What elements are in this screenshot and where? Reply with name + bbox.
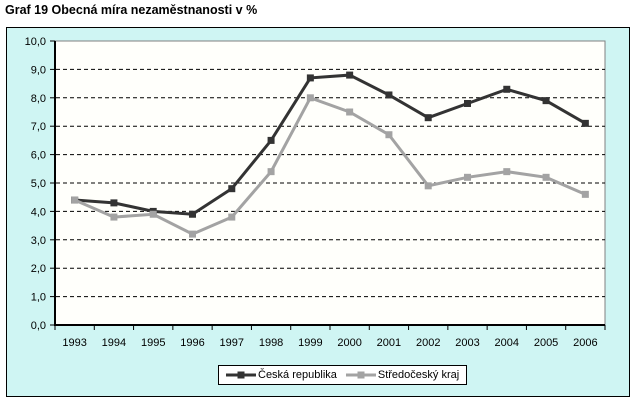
y-axis-label: 2,0 [31, 263, 46, 275]
series-marker-stredocesky-kraj [542, 173, 550, 181]
x-axis-label: 1997 [220, 337, 244, 349]
series-marker-ceska-republika [542, 97, 550, 105]
x-axis-label: 2005 [534, 337, 558, 349]
series-marker-ceska-republika [228, 185, 236, 193]
x-axis-label: 1995 [141, 337, 165, 349]
series-marker-stredocesky-kraj [306, 94, 314, 102]
x-axis-label: 1996 [180, 337, 204, 349]
legend-label: Česká republika [258, 369, 337, 381]
y-axis-label: 8,0 [31, 93, 46, 105]
series-marker-stredocesky-kraj [71, 196, 79, 204]
series-marker-ceska-republika [267, 136, 275, 144]
x-axis-label: 2001 [377, 337, 401, 349]
x-axis-label: 2002 [416, 337, 440, 349]
chart-area: 0,0 1,0 2,0 3,0 4,0 5,0 6,0 7,0 8,0 9,0 10,0 1993 19… [6, 27, 630, 397]
x-axis-label: 2000 [337, 337, 361, 349]
legend-marker [357, 371, 365, 379]
series-marker-ceska-republika [503, 85, 511, 93]
series-marker-stredocesky-kraj [149, 210, 157, 218]
series-marker-ceska-republika [110, 199, 118, 207]
x-axis-label: 1994 [102, 337, 126, 349]
series-marker-ceska-republika [189, 210, 196, 218]
y-axis-label: 10,0 [25, 36, 46, 48]
y-axis-label: 6,0 [31, 150, 46, 162]
x-axis-label: 1999 [298, 337, 322, 349]
series-marker-stredocesky-kraj [267, 168, 275, 176]
series-marker-stredocesky-kraj [346, 108, 354, 116]
series-marker-ceska-republika [424, 114, 432, 122]
series-marker-ceska-republika [464, 99, 471, 107]
series-line-stredocesky-kraj [74, 95, 586, 236]
series-marker-stredocesky-kraj [464, 173, 471, 181]
chart-title: Graf 19 Obecná míra nezaměstnanosti v % [5, 3, 258, 17]
x-axis-label: 2004 [495, 337, 519, 349]
series-line-ceska-republika [74, 73, 587, 216]
series-marker-ceska-republika [385, 91, 393, 99]
series-marker-stredocesky-kraj [228, 213, 236, 221]
legend-swatch-ceska-republika [226, 371, 256, 379]
y-axis-label: 0,0 [31, 320, 46, 332]
x-axis-label: 2003 [455, 337, 479, 349]
x-axis-label: 2006 [573, 337, 597, 349]
series-marker-ceska-republika [346, 71, 354, 79]
legend-label: Středočeský kraj [377, 369, 460, 381]
y-axis-label: 1,0 [31, 292, 46, 304]
series-marker-ceska-republika [306, 74, 314, 82]
series-marker-ceska-republika [581, 119, 589, 127]
y-axis-label: 9,0 [31, 64, 46, 76]
series-marker-stredocesky-kraj [503, 168, 511, 176]
legend-swatch-stredocesky-kraj [345, 371, 376, 379]
y-axis-label: 3,0 [31, 235, 46, 247]
series-marker-stredocesky-kraj [110, 213, 118, 221]
y-axis-label: 4,0 [31, 206, 46, 218]
legend-item-stredocesky-kraj: Středočeský kraj [345, 369, 460, 381]
x-axis-label: 1993 [62, 337, 86, 349]
series-marker-stredocesky-kraj [385, 131, 393, 139]
y-axis-label: 5,0 [31, 178, 46, 190]
y-axis-label: 7,0 [31, 121, 46, 133]
series-marker-stredocesky-kraj [581, 190, 589, 198]
x-axis-label: 1998 [259, 337, 283, 349]
legend: Česká republika Středočeský kraj [218, 365, 468, 385]
series-marker-stredocesky-kraj [424, 182, 432, 190]
legend-item-ceska-republika: Česká republika [226, 369, 337, 381]
series-marker-stredocesky-kraj [189, 230, 196, 238]
chart-canvas: 0,0 1,0 2,0 3,0 4,0 5,0 6,0 7,0 8,0 9,0 10,0 1993 19… [7, 28, 629, 396]
legend-marker [237, 371, 245, 379]
